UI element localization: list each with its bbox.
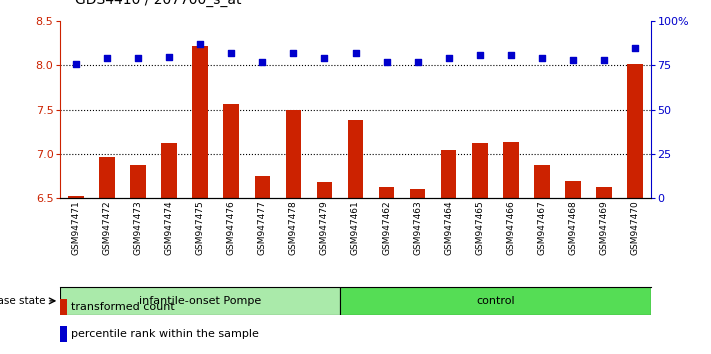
Text: GSM947469: GSM947469 [599,200,609,255]
Text: GSM947464: GSM947464 [444,200,453,255]
Text: disease state: disease state [0,296,46,306]
Text: GSM947468: GSM947468 [568,200,577,255]
Bar [316,182,332,198]
Bar [534,166,550,198]
Point [598,57,609,63]
Text: infantile-onset Pompe: infantile-onset Pompe [139,296,262,306]
Text: GDS4410 / 207700_s_at: GDS4410 / 207700_s_at [75,0,241,7]
Bar [255,176,270,198]
Point [567,57,579,63]
Text: GSM947467: GSM947467 [538,200,546,255]
Text: control: control [476,296,515,306]
Point [381,59,392,65]
Text: GSM947461: GSM947461 [351,200,360,255]
Bar [410,189,425,198]
Point [70,61,82,67]
Text: GSM947479: GSM947479 [320,200,329,255]
Bar [472,143,488,198]
Point [257,59,268,65]
Bar [286,110,301,198]
Text: GSM947471: GSM947471 [72,200,80,255]
Text: GSM947473: GSM947473 [134,200,143,255]
Text: GSM947476: GSM947476 [227,200,236,255]
Bar [348,120,363,198]
Bar [68,196,84,198]
Point [474,52,486,58]
Bar [340,287,651,315]
Text: transformed count: transformed count [71,302,175,313]
Text: GSM947466: GSM947466 [506,200,515,255]
Point [412,59,423,65]
Point [288,50,299,56]
Text: GSM947478: GSM947478 [289,200,298,255]
Bar [161,143,177,198]
Bar [627,64,643,198]
Point [102,56,113,61]
Bar [193,46,208,198]
Point [132,56,144,61]
Point [629,45,641,51]
Bar [60,287,340,315]
Point [319,56,330,61]
Bar [130,166,146,198]
Bar [379,187,395,198]
Text: GSM947470: GSM947470 [631,200,639,255]
Point [164,54,175,59]
Text: GSM947477: GSM947477 [258,200,267,255]
Point [505,52,516,58]
Text: GSM947472: GSM947472 [102,200,112,255]
Point [443,56,454,61]
Bar [597,187,611,198]
Bar [223,104,239,198]
Text: GSM947465: GSM947465 [475,200,484,255]
Point [195,41,206,47]
Text: percentile rank within the sample: percentile rank within the sample [71,329,259,339]
Point [350,50,361,56]
Bar [565,181,581,198]
Bar [441,150,456,198]
Text: GSM947475: GSM947475 [196,200,205,255]
Text: GSM947463: GSM947463 [413,200,422,255]
Point [536,56,547,61]
Bar [60,326,67,342]
Bar [503,143,518,198]
Text: GSM947462: GSM947462 [382,200,391,255]
Point [225,50,237,56]
Text: GSM947474: GSM947474 [165,200,173,255]
Bar [100,157,114,198]
Bar [60,299,67,315]
